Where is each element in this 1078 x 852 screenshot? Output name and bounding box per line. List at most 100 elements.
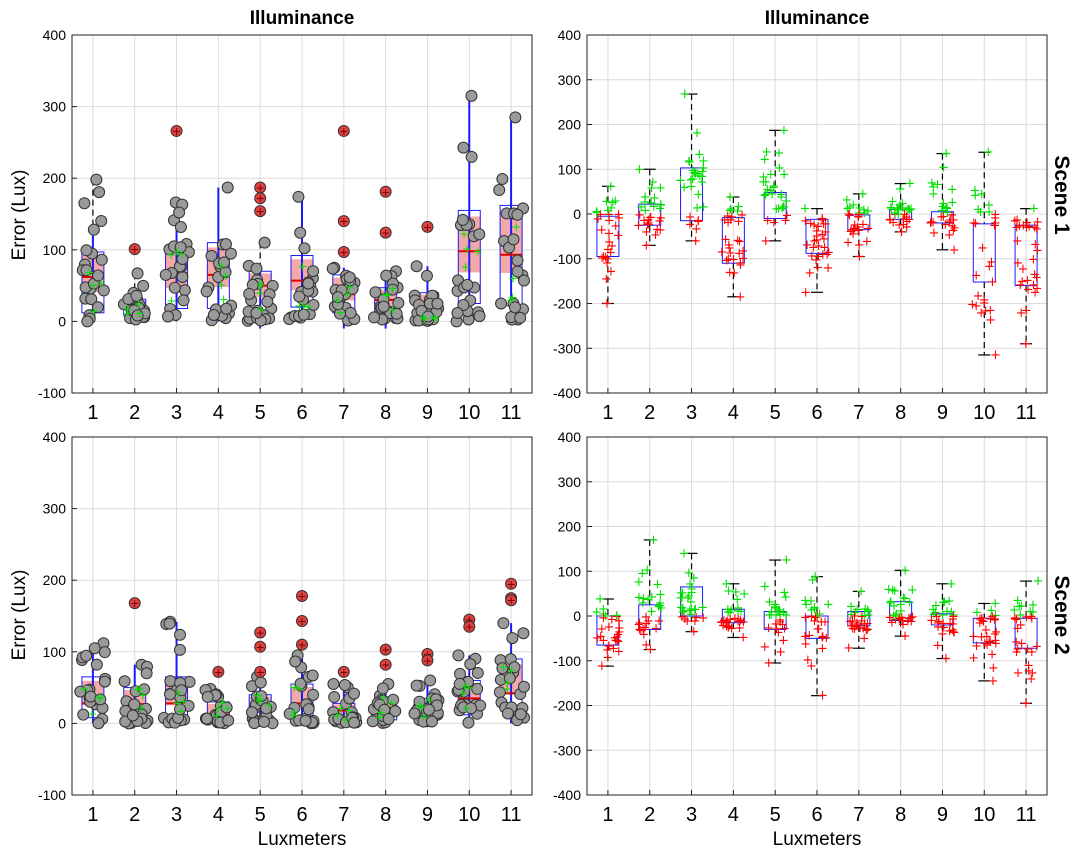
box-10: ++++ <box>450 89 486 328</box>
negative-marker: + <box>613 207 624 222</box>
negative-marker: + <box>854 250 865 265</box>
panel-bottom-left: ++++++++++++++ ++++++++++++++++++++++++++… <box>9 429 533 850</box>
data-point <box>137 279 150 292</box>
data-point <box>471 682 484 695</box>
positive-marker: + <box>771 608 782 623</box>
negative-marker: + <box>901 220 912 235</box>
x-tick-label: 8 <box>380 804 391 826</box>
positive-marker: + <box>679 181 690 196</box>
y-tick-label: -200 <box>553 296 581 312</box>
data-point <box>131 309 144 322</box>
positive-marker: + <box>725 203 736 218</box>
negative-marker: + <box>1011 645 1022 660</box>
negative-marker: + <box>862 622 873 637</box>
positive-marker: + <box>386 696 396 710</box>
data-point <box>255 690 268 703</box>
data-point <box>162 310 175 323</box>
positive-marker: + <box>138 689 148 703</box>
box-3: ++++++++++++++++++++++++++++++ <box>675 87 709 249</box>
negative-marker: + <box>884 212 895 227</box>
positive-marker: + <box>677 601 688 616</box>
negative-marker: + <box>613 229 624 244</box>
positive-marker: + <box>689 167 700 182</box>
x-tick-label: 5 <box>770 804 781 826</box>
outlier-marker: + <box>297 639 306 652</box>
positive-marker: + <box>906 202 917 217</box>
x-tick-label: 11 <box>501 402 522 424</box>
negative-marker: + <box>861 234 872 249</box>
negative-marker: + <box>990 219 1001 234</box>
x-tick-label: 8 <box>380 402 391 424</box>
data-point <box>457 141 470 154</box>
positive-marker: + <box>895 604 906 619</box>
negative-marker: + <box>721 253 732 268</box>
box-8: ++++++ <box>368 185 405 329</box>
positive-marker: + <box>723 605 734 620</box>
negative-marker: + <box>899 207 910 222</box>
positive-marker: + <box>642 563 653 578</box>
data-point <box>307 298 320 311</box>
positive-marker: + <box>294 299 304 313</box>
positive-marker: + <box>256 302 266 316</box>
negative-marker: + <box>634 616 645 631</box>
box-4: + ++++ <box>199 665 235 730</box>
positive-marker: + <box>810 570 821 585</box>
negative-marker: + <box>845 224 856 239</box>
negative-marker: + <box>779 622 790 637</box>
negative-marker: + <box>941 652 952 667</box>
negative-marker: + <box>1012 642 1023 657</box>
data-point <box>200 712 213 725</box>
positive-marker: + <box>942 201 953 216</box>
negative-marker: + <box>886 616 897 631</box>
positive-marker: + <box>374 711 384 725</box>
data-point <box>465 702 478 715</box>
positive-marker: + <box>928 602 939 617</box>
negative-marker: + <box>718 619 729 634</box>
negative-marker: + <box>729 266 740 281</box>
negative-marker: + <box>989 219 1000 234</box>
negative-marker: + <box>854 238 865 253</box>
positive-marker: + <box>458 687 468 701</box>
positive-marker: + <box>904 177 915 192</box>
negative-marker: + <box>611 609 622 624</box>
box-4: ++++++++++++++++++++++++++++++ <box>716 577 750 646</box>
positive-marker: + <box>88 279 98 293</box>
negative-marker: + <box>813 239 824 254</box>
x-tick-label: 4 <box>728 402 739 424</box>
negative-marker: + <box>863 221 874 236</box>
positive-marker: + <box>166 248 176 262</box>
positive-marker: + <box>764 595 775 610</box>
negative-marker: + <box>928 226 939 241</box>
negative-marker: + <box>650 228 661 243</box>
negative-marker: + <box>977 241 988 256</box>
x-tick-label: 9 <box>937 402 948 424</box>
data-point <box>298 242 311 255</box>
negative-marker: + <box>720 233 731 248</box>
positive-marker: + <box>721 577 732 592</box>
x-tick-label: 11 <box>1016 402 1037 424</box>
positive-marker: + <box>388 303 398 317</box>
positive-marker: + <box>846 599 857 614</box>
data-point <box>471 666 484 679</box>
box-9: ++++++ <box>408 647 445 728</box>
data-point <box>511 265 524 278</box>
x-tick-label: 3 <box>171 402 182 424</box>
outlier-point <box>296 638 308 651</box>
x-tick-label: 3 <box>686 804 697 826</box>
y-tick-label: 300 <box>558 474 582 490</box>
negative-marker: + <box>1011 220 1022 235</box>
outlier-marker: + <box>465 614 474 627</box>
negative-marker: + <box>1022 642 1033 657</box>
negative-marker: + <box>991 625 1002 640</box>
negative-marker: + <box>813 250 824 265</box>
positive-marker: + <box>646 181 657 196</box>
data-point <box>163 617 176 630</box>
positive-marker: + <box>255 278 265 292</box>
negative-marker: + <box>723 252 734 267</box>
positive-marker: + <box>341 713 351 727</box>
negative-marker: + <box>897 613 908 628</box>
negative-marker: + <box>603 639 614 654</box>
data-point <box>292 190 305 203</box>
positive-marker: + <box>891 607 902 622</box>
outlier-marker: + <box>130 243 139 256</box>
